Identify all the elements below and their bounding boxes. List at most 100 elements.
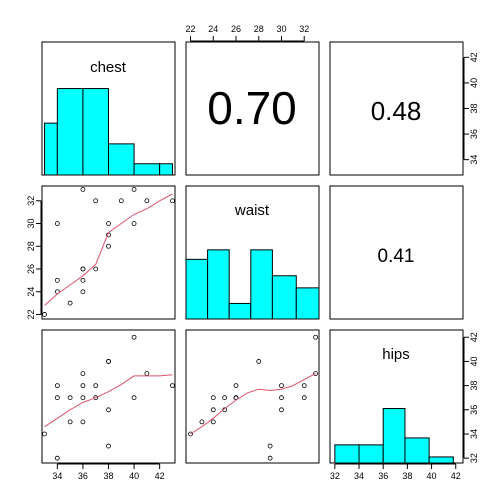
hist-bar-chest-2 bbox=[82, 88, 110, 176]
scatter-point-waist_hips-13 bbox=[279, 395, 284, 401]
scatter-point-chest_waist-0 bbox=[42, 312, 47, 317]
diag-label-chest: chest bbox=[90, 59, 127, 76]
scatter-point-chest_hips-5 bbox=[67, 395, 73, 401]
scatter-point-chest_hips-6 bbox=[80, 419, 86, 425]
correlation-chest-hips: 0.48 bbox=[371, 96, 422, 126]
axes: 22 24 26 28 30 32 34 36 38 40 42 32 34 36 38 40 42 34 36 38… bbox=[26, 24, 479, 481]
scatter-point-waist_hips-16 bbox=[301, 383, 307, 389]
scatter-point-chest_hips-2 bbox=[54, 395, 60, 401]
axis-bottom-chest-label-1: 36 bbox=[78, 471, 88, 481]
panel-frame-2-0 bbox=[41, 329, 176, 464]
scatter-point-chest_hips-11 bbox=[93, 383, 99, 389]
axis-top-waist-label-1: 24 bbox=[208, 24, 218, 34]
axis-bottom-hips-label-2: 36 bbox=[378, 471, 388, 481]
scatter-point-chest_waist-15 bbox=[118, 198, 124, 204]
axis-bottom-hips-label-1: 34 bbox=[354, 471, 364, 481]
histograms bbox=[44, 88, 454, 464]
axis-bottom-hips-label-5: 42 bbox=[451, 471, 461, 481]
axis-left-waist-label-4: 30 bbox=[26, 219, 36, 229]
axis-right-chest-label-3: 40 bbox=[469, 78, 479, 88]
scatter-point-chest_hips-8 bbox=[80, 383, 86, 389]
axis-top-waist-label-5: 32 bbox=[299, 24, 309, 34]
axis-top-waist-label-4: 30 bbox=[276, 24, 286, 34]
hist-bar-chest-4 bbox=[133, 163, 161, 176]
scatter-point-waist_hips-9 bbox=[233, 383, 239, 389]
axis-bottom-hips-label-4: 40 bbox=[427, 471, 437, 481]
scatter-point-chest_waist-14 bbox=[106, 221, 111, 226]
scatter-point-chest_waist-8 bbox=[80, 266, 86, 272]
hist-bar-chest-3 bbox=[108, 143, 135, 176]
axis-right-chest-label-1: 36 bbox=[469, 129, 479, 139]
axis-right-hips-label-0: 32 bbox=[469, 453, 479, 463]
hist-bar-waist-3 bbox=[250, 249, 273, 320]
scatter-point-waist_hips-15 bbox=[279, 383, 284, 389]
axis-bottom-chest-label-2: 38 bbox=[103, 471, 113, 481]
axis-left-waist-label-1: 24 bbox=[26, 287, 36, 297]
scatter-point-chest_waist-5 bbox=[80, 289, 86, 295]
scatter-point-waist_hips-10 bbox=[256, 359, 262, 364]
scatter-point-chest_waist-6 bbox=[80, 277, 86, 283]
axis-bottom-chest-label-3: 40 bbox=[129, 471, 139, 481]
scatter-point-waist_hips-0 bbox=[188, 431, 193, 437]
scatter-point-chest_hips-0 bbox=[42, 431, 47, 437]
axis-left-waist-label-3: 28 bbox=[26, 241, 36, 251]
scatter-point-waist_hips-1 bbox=[199, 419, 205, 425]
axis-right-hips-label-2: 36 bbox=[469, 405, 479, 415]
scatter-point-chest_waist-17 bbox=[131, 187, 137, 192]
scatter-point-chest_waist-10 bbox=[93, 266, 99, 272]
axis-bottom-hips-label-0: 32 bbox=[330, 471, 340, 481]
scatter-point-chest_hips-13 bbox=[106, 407, 111, 413]
scatter-panels bbox=[42, 187, 318, 461]
axis-bottom-hips-label-3: 38 bbox=[402, 471, 412, 481]
scatter-point-chest_waist-4 bbox=[67, 300, 73, 306]
scatter-point-chest_waist-3 bbox=[54, 221, 60, 226]
scatter-point-waist_hips-4 bbox=[210, 395, 216, 401]
smooth-line-chest_hips bbox=[44, 374, 173, 428]
axis-bottom-chest-label-4: 42 bbox=[155, 471, 165, 481]
hist-bar-waist-5 bbox=[295, 287, 320, 320]
axis-right-chest-label-2: 38 bbox=[469, 103, 479, 113]
panel-frame-0-1 bbox=[185, 41, 320, 176]
scatter-point-waist_hips-3 bbox=[210, 407, 216, 413]
scatter-point-chest_hips-1 bbox=[54, 455, 60, 461]
scatter-point-chest_hips-10 bbox=[93, 395, 99, 401]
hist-bar-hips-4 bbox=[428, 456, 454, 464]
axis-right-hips-label-4: 40 bbox=[469, 356, 479, 366]
scatter-point-waist_hips-12 bbox=[267, 455, 273, 461]
scatter-point-chest_waist-18 bbox=[144, 198, 150, 204]
axis-top-waist-label-2: 26 bbox=[231, 24, 241, 34]
hist-bar-chest-1 bbox=[56, 88, 84, 176]
panel-frame-1-2 bbox=[329, 185, 464, 320]
axis-top-waist-label-3: 28 bbox=[254, 24, 264, 34]
hist-bar-waist-2 bbox=[228, 302, 252, 320]
axis-bottom-chest-label-0: 34 bbox=[52, 471, 62, 481]
scatter-point-chest_waist-12 bbox=[106, 243, 111, 249]
scatter-point-chest_hips-16 bbox=[131, 395, 137, 401]
hist-bar-chest-5 bbox=[159, 163, 173, 176]
scatter-point-chest_hips-7 bbox=[80, 395, 86, 401]
axis-right-hips-label-3: 38 bbox=[469, 381, 479, 391]
panel-frame-2-1 bbox=[185, 329, 320, 464]
panel-frame-1-0 bbox=[41, 185, 176, 320]
hist-bar-hips-3 bbox=[404, 437, 430, 464]
scatter-point-waist_hips-2 bbox=[210, 419, 216, 425]
scatter-point-waist_hips-14 bbox=[279, 407, 284, 413]
scatter-point-chest_hips-15 bbox=[106, 359, 111, 364]
hist-bar-chest-0 bbox=[44, 122, 58, 176]
panel-labels: chest waist hips 0.70 0.48 0.41 bbox=[90, 59, 421, 363]
hist-bar-hips-1 bbox=[358, 444, 384, 464]
scatter-point-waist_hips-6 bbox=[222, 395, 228, 401]
scatter-point-chest_waist-16 bbox=[131, 221, 137, 226]
scatter-point-chest_hips-17 bbox=[131, 334, 137, 340]
diag-label-hips: hips bbox=[382, 346, 410, 363]
correlation-chest-waist: 0.70 bbox=[207, 82, 297, 134]
axis-right-chest-label-4: 42 bbox=[469, 52, 479, 62]
smooth-line-chest_waist bbox=[44, 193, 173, 306]
axis-left-waist-label-5: 32 bbox=[26, 196, 36, 206]
scatter-point-chest_hips-12 bbox=[106, 443, 111, 449]
axis-right-hips-label-5: 42 bbox=[469, 332, 479, 342]
panel-frame-0-2 bbox=[329, 41, 464, 176]
scatter-point-chest_hips-4 bbox=[67, 419, 73, 425]
axis-left-waist-label-0: 22 bbox=[26, 309, 36, 319]
